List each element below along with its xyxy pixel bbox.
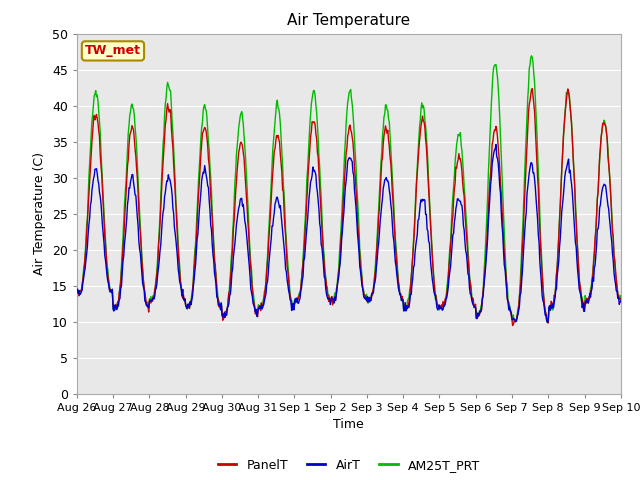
X-axis label: Time: Time (333, 418, 364, 431)
Title: Air Temperature: Air Temperature (287, 13, 410, 28)
Text: TW_met: TW_met (85, 44, 141, 58)
Legend: PanelT, AirT, AM25T_PRT: PanelT, AirT, AM25T_PRT (212, 454, 485, 477)
Y-axis label: Air Temperature (C): Air Temperature (C) (33, 152, 46, 275)
